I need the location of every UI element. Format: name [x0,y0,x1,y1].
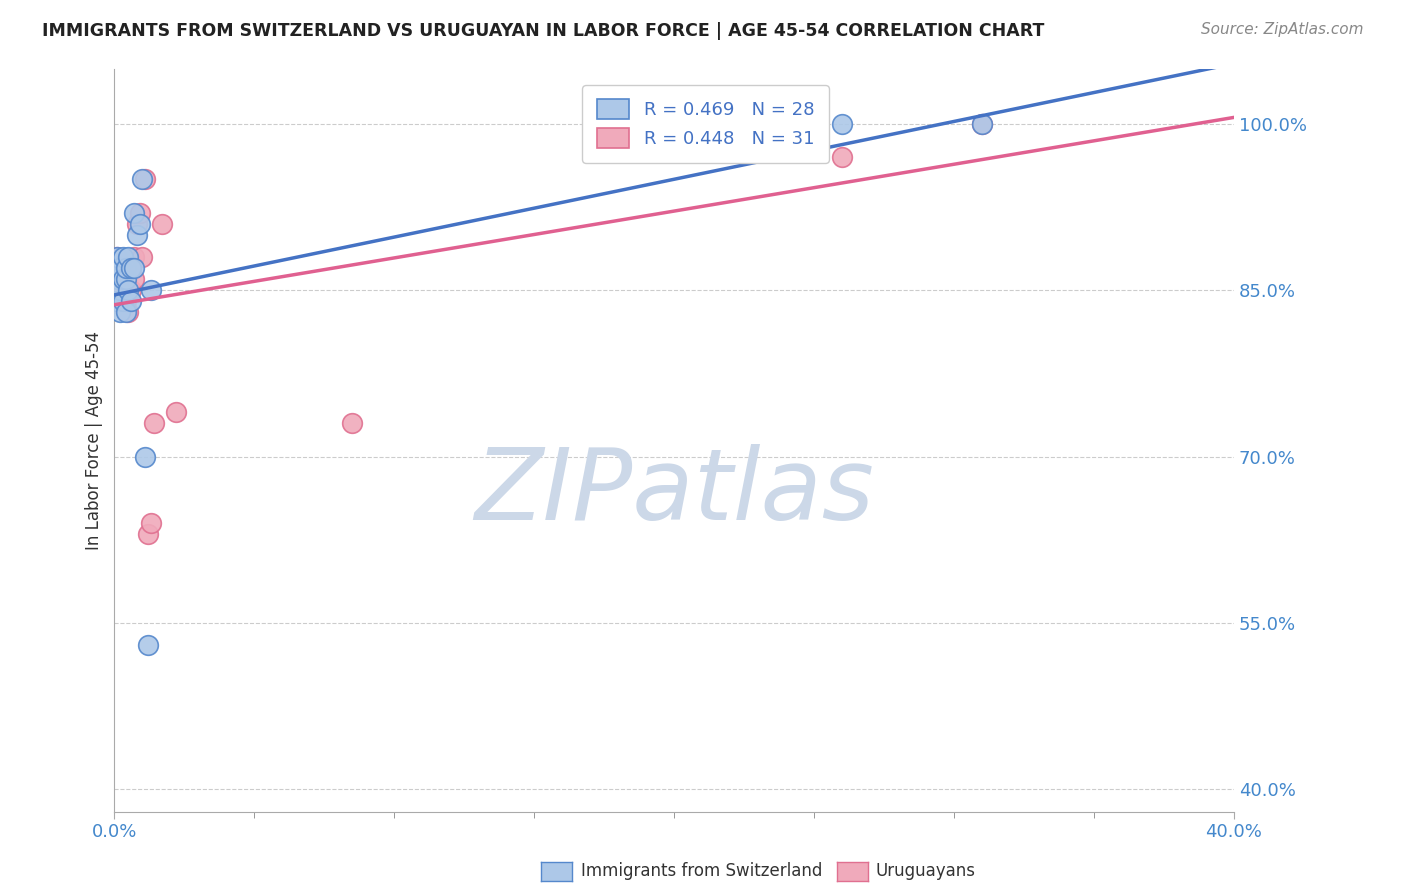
Text: ZIPatlas: ZIPatlas [474,443,875,541]
Point [122,272,145,286]
Point [105,294,128,309]
Point [105,250,128,264]
Text: Source: ZipAtlas.com: Source: ZipAtlas.com [1201,22,1364,37]
Point [117,283,139,297]
Point [108,283,131,297]
Point [105,294,128,309]
Point [122,261,145,276]
Point [105,272,128,286]
Point [831,117,853,131]
Point [117,261,139,276]
Point [136,638,159,652]
Point [111,250,134,264]
Point [108,294,131,309]
Point [108,272,131,286]
Point [165,405,187,419]
Point [108,261,131,276]
Text: IMMIGRANTS FROM SWITZERLAND VS URUGUAYAN IN LABOR FORCE | AGE 45-54 CORRELATION : IMMIGRANTS FROM SWITZERLAND VS URUGUAYAN… [42,22,1045,40]
Point [105,250,128,264]
Point [105,272,128,286]
Point [114,272,136,286]
Point [122,250,145,264]
Point [120,294,142,309]
Point [139,516,162,531]
Point [111,294,134,309]
Point [111,261,134,276]
Point [142,417,165,431]
Point [134,450,156,464]
Point [117,250,139,264]
Point [342,417,364,431]
Point [114,294,136,309]
Point [125,227,148,242]
Y-axis label: In Labor Force | Age 45-54: In Labor Force | Age 45-54 [86,331,103,549]
Point [150,217,173,231]
Point [131,250,153,264]
Legend: R = 0.469   N = 28, R = 0.448   N = 31: R = 0.469 N = 28, R = 0.448 N = 31 [582,85,828,162]
Point [128,205,150,219]
Point [111,283,134,297]
Point [105,294,128,309]
Point [105,261,128,276]
Text: Immigrants from Switzerland: Immigrants from Switzerland [581,863,823,880]
Point [139,283,162,297]
Point [108,305,131,319]
Point [134,172,156,186]
Point [131,172,153,186]
Point [105,261,128,276]
Point [970,117,993,131]
Point [111,272,134,286]
Point [105,283,128,297]
Text: Uruguayans: Uruguayans [876,863,976,880]
Point [114,261,136,276]
Point [970,117,993,131]
Point [117,305,139,319]
Point [120,261,142,276]
Point [117,283,139,297]
Point [108,283,131,297]
Point [120,283,142,297]
Point [114,305,136,319]
Point [136,527,159,541]
Point [114,261,136,276]
Point [831,150,853,164]
Point [125,217,148,231]
Point [120,261,142,276]
Point [128,217,150,231]
Point [122,205,145,219]
